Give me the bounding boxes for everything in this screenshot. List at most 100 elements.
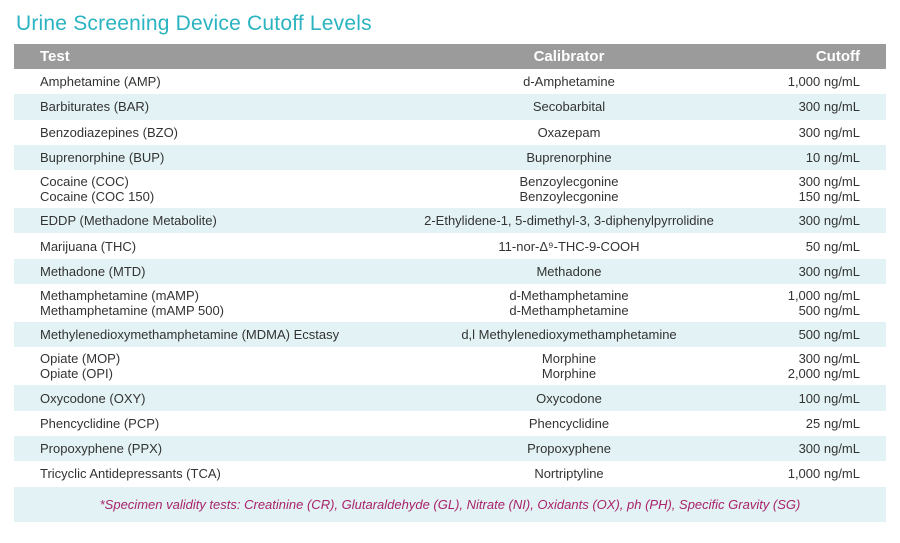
cell-cutoff: 300 ng/mL bbox=[774, 99, 886, 114]
cell-calibrator-line: Propoxyphene bbox=[527, 441, 611, 457]
cell-test: Cocaine (COC) Cocaine (COC 150) bbox=[14, 174, 364, 204]
cell-test: Opiate (MOP) Opiate (OPI) bbox=[14, 351, 364, 381]
cell-calibrator-line: Nortriptyline bbox=[534, 466, 604, 482]
cell-cutoff-line: 50 ng/mL bbox=[805, 238, 860, 254]
table-row: Buprenorphine (BUP) Buprenorphine 10 ng/mL bbox=[14, 144, 886, 171]
table-row: Phencyclidine (PCP) Phencyclidine 25 ng/mL bbox=[14, 410, 886, 436]
cell-calibrator: Oxazepam bbox=[364, 125, 774, 140]
cell-test-line: EDDP (Methadone Metabolite) bbox=[40, 213, 217, 229]
cell-calibrator-line: Buprenorphine bbox=[526, 150, 612, 166]
cell-test: Amphetamine (AMP) bbox=[14, 74, 364, 89]
cell-calibrator-line: Oxycodone bbox=[536, 390, 602, 406]
table-row: Marijuana (THC) 11-nor-Δ⁹-THC-9-COOH 50 ng… bbox=[14, 233, 886, 259]
cell-cutoff-line: 300 ng/mL bbox=[798, 213, 860, 229]
cell-cutoff: 100 ng/mL bbox=[774, 391, 886, 406]
footnote: *Specimen validity tests: Creatinine (CR… bbox=[99, 496, 801, 512]
cell-calibrator: Nortriptyline bbox=[364, 466, 774, 481]
table-row: Opiate (MOP) Opiate (OPI) Morphine Morphine… bbox=[14, 347, 886, 386]
table-row: Cocaine (COC) Cocaine (COC 150) Benzoylecg… bbox=[14, 170, 886, 209]
cell-test-line: Methadone (MTD) bbox=[40, 263, 146, 279]
cell-cutoff-line: 1,000 ng/mL bbox=[787, 288, 860, 304]
cell-calibrator-line: Benzoylecgonine bbox=[519, 189, 619, 205]
cell-cutoff-line: 150 ng/mL bbox=[798, 189, 860, 205]
cell-test-line: Methamphetamine (mAMP 500) bbox=[40, 303, 225, 319]
cell-test-line: Barbiturates (BAR) bbox=[40, 99, 150, 115]
cell-calibrator-line: d-Amphetamine bbox=[523, 74, 615, 90]
cell-cutoff-line: 300 ng/mL bbox=[798, 263, 860, 279]
cell-calibrator-line: 2-Ethylidene-1, 5-dimethyl-3, 3-diphenyl… bbox=[424, 213, 714, 229]
cell-test-line: Benzodiazepines (BZO) bbox=[40, 124, 179, 140]
cutoff-table: Test Calibrator Cutoff Amphetamine (AMP)… bbox=[14, 44, 886, 522]
cell-test: Oxycodone (OXY) bbox=[14, 391, 364, 406]
cell-cutoff-line: 1,000 ng/mL bbox=[787, 74, 860, 90]
cell-test-line: Buprenorphine (BUP) bbox=[40, 150, 165, 166]
cell-cutoff-line: 10 ng/mL bbox=[805, 150, 860, 166]
cell-cutoff-line: 300 ng/mL bbox=[798, 351, 860, 367]
cell-test-line: Oxycodone (OXY) bbox=[40, 390, 146, 406]
cell-test: Methadone (MTD) bbox=[14, 264, 364, 279]
cell-calibrator-line: Morphine bbox=[541, 351, 597, 367]
cell-calibrator: 2-Ethylidene-1, 5-dimethyl-3, 3-diphenyl… bbox=[364, 213, 774, 228]
cell-cutoff: 50 ng/mL bbox=[774, 239, 886, 254]
cell-cutoff: 25 ng/mL bbox=[774, 416, 886, 431]
cell-calibrator: d,l Methylenedioxymethamphetamine bbox=[364, 327, 774, 342]
cell-test: Methamphetamine (mAMP) Methamphetamine (m… bbox=[14, 288, 364, 318]
cell-test: Propoxyphene (PPX) bbox=[14, 441, 364, 456]
table-body: Amphetamine (AMP) d-Amphetamine 1,000 ng/m… bbox=[14, 69, 886, 487]
cell-calibrator-line: Phencyclidine bbox=[528, 415, 610, 431]
cell-cutoff: 300 ng/mL 150 ng/mL bbox=[774, 174, 886, 204]
header-calibrator: Calibrator bbox=[533, 48, 605, 65]
cell-test: Methylenedioxymethamphetamine (MDMA) Ecs… bbox=[14, 327, 364, 342]
table-row: Amphetamine (AMP) d-Amphetamine 1,000 ng/m… bbox=[14, 69, 886, 95]
cell-calibrator: Phencyclidine bbox=[364, 416, 774, 431]
cell-cutoff-line: 300 ng/mL bbox=[798, 99, 860, 115]
cell-test-line: Cocaine (COC) bbox=[40, 174, 129, 190]
cell-test-line: Marijuana (THC) bbox=[40, 238, 137, 254]
cell-calibrator: Propoxyphene bbox=[364, 441, 774, 456]
cell-cutoff-line: 2,000 ng/mL bbox=[787, 366, 860, 382]
cell-test-line: Propoxyphene (PPX) bbox=[40, 441, 163, 457]
table-row: Methylenedioxymethamphetamine (MDMA) Ecs… bbox=[14, 322, 886, 348]
cell-calibrator-line: d,l Methylenedioxymethamphetamine bbox=[461, 327, 677, 343]
cell-cutoff: 1,000 ng/mL bbox=[774, 74, 886, 89]
cell-test-line: Methylenedioxymethamphetamine (MDMA) Ecs… bbox=[40, 327, 340, 343]
cell-cutoff-line: 1,000 ng/mL bbox=[787, 466, 860, 482]
cell-test: EDDP (Methadone Metabolite) bbox=[14, 213, 364, 228]
cell-calibrator-line: Oxazepam bbox=[537, 124, 601, 140]
cell-cutoff: 300 ng/mL 2,000 ng/mL bbox=[774, 351, 886, 381]
table-row: Barbiturates (BAR) Secobarbital 300 ng/mL bbox=[14, 94, 886, 120]
cell-test: Marijuana (THC) bbox=[14, 239, 364, 254]
cell-calibrator: Methadone bbox=[364, 264, 774, 279]
cell-cutoff: 1,000 ng/mL bbox=[774, 466, 886, 481]
cell-cutoff-line: 25 ng/mL bbox=[805, 415, 860, 431]
cell-test-line: Opiate (MOP) bbox=[40, 351, 121, 367]
cell-calibrator: d-Methamphetamine d-Methamphetamine bbox=[364, 288, 774, 318]
cell-test: Benzodiazepines (BZO) bbox=[14, 125, 364, 140]
cell-calibrator-line: Morphine bbox=[541, 366, 597, 382]
cell-cutoff-line: 500 ng/mL bbox=[798, 327, 860, 343]
table-row: Propoxyphene (PPX) Propoxyphene 300 ng/mL bbox=[14, 435, 886, 462]
cell-test-line: Phencyclidine (PCP) bbox=[40, 415, 160, 431]
cell-calibrator: Benzoylecgonine Benzoylecgonine bbox=[364, 174, 774, 204]
page-title: Urine Screening Device Cutoff Levels bbox=[16, 12, 372, 35]
cell-test: Tricyclic Antidepressants (TCA) bbox=[14, 466, 364, 481]
cell-calibrator: Secobarbital bbox=[364, 99, 774, 114]
cell-cutoff: 300 ng/mL bbox=[774, 441, 886, 456]
table-row: Oxycodone (OXY) Oxycodone 100 ng/mL bbox=[14, 385, 886, 411]
cell-calibrator-line: 11-nor-Δ⁹-THC-9-COOH bbox=[498, 238, 640, 254]
cell-cutoff-line: 300 ng/mL bbox=[798, 441, 860, 457]
table-row: EDDP (Methadone Metabolite) 2-Ethylidene-… bbox=[14, 208, 886, 234]
table-row: Methamphetamine (mAMP) Methamphetamine (m… bbox=[14, 284, 886, 323]
cell-calibrator-line: d-Methamphetamine bbox=[509, 288, 629, 304]
cell-calibrator: Oxycodone bbox=[364, 391, 774, 406]
table-row: Methadone (MTD) Methadone 300 ng/mL bbox=[14, 258, 886, 285]
cell-calibrator-line: d-Methamphetamine bbox=[509, 303, 629, 319]
cell-test: Phencyclidine (PCP) bbox=[14, 416, 364, 431]
cell-cutoff-line: 300 ng/mL bbox=[798, 174, 860, 190]
cell-test-line: Tricyclic Antidepressants (TCA) bbox=[40, 466, 221, 482]
cell-cutoff-line: 500 ng/mL bbox=[798, 303, 860, 319]
cell-cutoff: 300 ng/mL bbox=[774, 213, 886, 228]
table-row: Benzodiazepines (BZO) Oxazepam 300 ng/mL bbox=[14, 119, 886, 145]
cell-cutoff: 300 ng/mL bbox=[774, 264, 886, 279]
header-cutoff: Cutoff bbox=[815, 48, 860, 65]
